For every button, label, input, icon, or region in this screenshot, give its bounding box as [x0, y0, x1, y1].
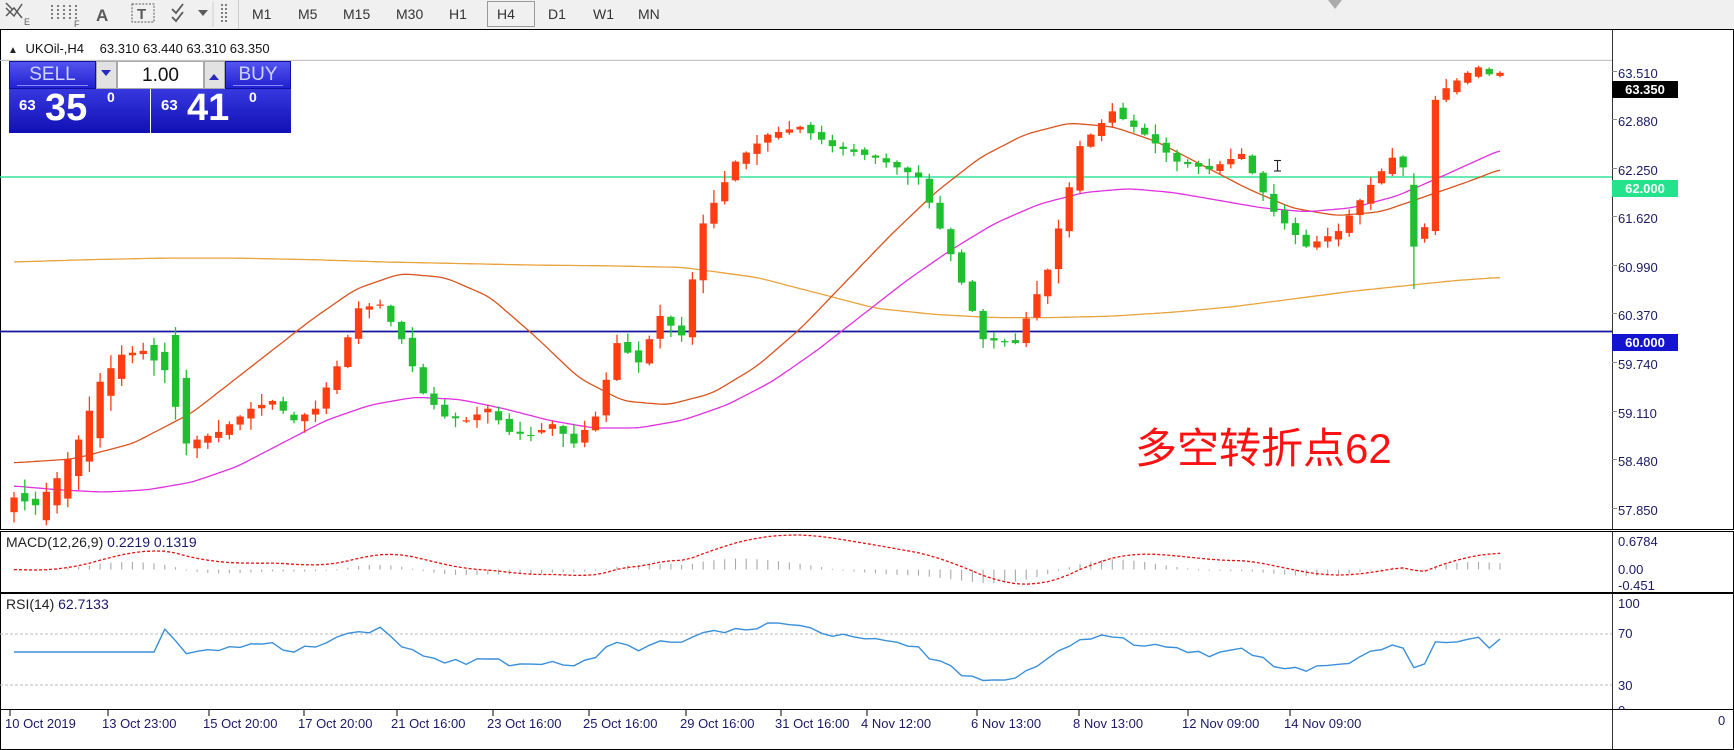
svg-text:A: A: [96, 6, 108, 25]
svg-text:T: T: [137, 6, 146, 23]
svg-text:F: F: [74, 19, 80, 29]
svg-text:E: E: [24, 17, 30, 27]
